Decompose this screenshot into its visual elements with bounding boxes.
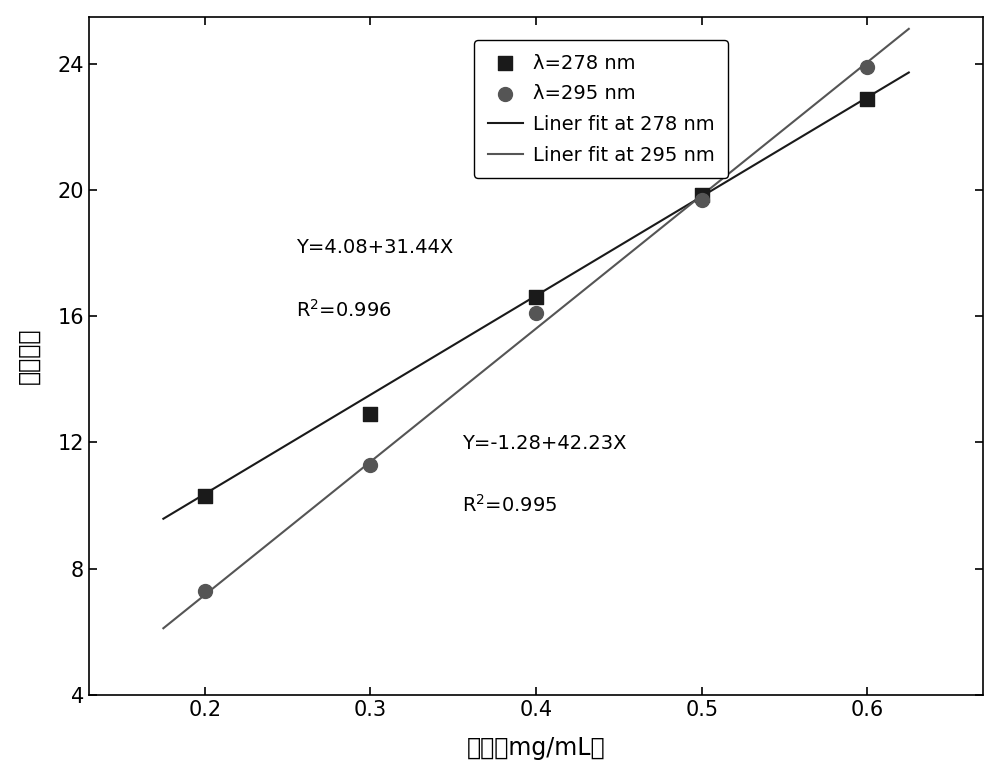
λ=278 nm bbox=[197, 490, 213, 502]
λ=295 nm bbox=[197, 584, 213, 597]
Liner fit at 278 nm bbox=[157, 514, 169, 524]
Liner fit at 295 nm bbox=[903, 24, 915, 33]
Liner fit at 278 nm bbox=[356, 395, 368, 405]
λ=278 nm bbox=[362, 408, 378, 420]
Liner fit at 278 nm bbox=[202, 487, 214, 497]
Text: R$^2$=0.995: R$^2$=0.995 bbox=[462, 494, 557, 516]
Text: R$^2$=0.996: R$^2$=0.996 bbox=[296, 298, 392, 320]
λ=278 nm bbox=[694, 189, 710, 201]
Y-axis label: 荧光强度: 荧光强度 bbox=[17, 327, 41, 384]
Liner fit at 295 nm bbox=[157, 624, 169, 633]
Liner fit at 278 nm bbox=[865, 90, 877, 99]
λ=278 nm bbox=[859, 92, 875, 105]
Liner fit at 295 nm bbox=[356, 464, 368, 473]
Liner fit at 295 nm bbox=[187, 600, 199, 609]
λ=295 nm bbox=[694, 193, 710, 206]
Liner fit at 295 nm bbox=[865, 54, 877, 64]
Text: Y=4.08+31.44X: Y=4.08+31.44X bbox=[296, 239, 453, 257]
Legend: λ=278 nm, λ=295 nm, Liner fit at 278 nm, Liner fit at 295 nm: λ=278 nm, λ=295 nm, Liner fit at 278 nm,… bbox=[474, 40, 728, 178]
Liner fit at 295 nm bbox=[296, 512, 308, 521]
X-axis label: 浓度（mg/mL）: 浓度（mg/mL） bbox=[467, 737, 605, 761]
λ=295 nm bbox=[362, 458, 378, 471]
Line: Liner fit at 295 nm: Liner fit at 295 nm bbox=[163, 29, 909, 629]
Liner fit at 278 nm bbox=[903, 68, 915, 77]
Liner fit at 295 nm bbox=[202, 587, 214, 597]
λ=278 nm bbox=[528, 291, 544, 304]
Liner fit at 278 nm bbox=[187, 497, 199, 506]
Text: Y=-1.28+42.23X: Y=-1.28+42.23X bbox=[462, 434, 626, 453]
λ=295 nm bbox=[859, 61, 875, 73]
Liner fit at 278 nm bbox=[839, 106, 851, 115]
Liner fit at 295 nm bbox=[839, 75, 851, 85]
Liner fit at 278 nm bbox=[296, 431, 308, 441]
Line: Liner fit at 278 nm: Liner fit at 278 nm bbox=[163, 72, 909, 519]
λ=295 nm bbox=[528, 307, 544, 319]
